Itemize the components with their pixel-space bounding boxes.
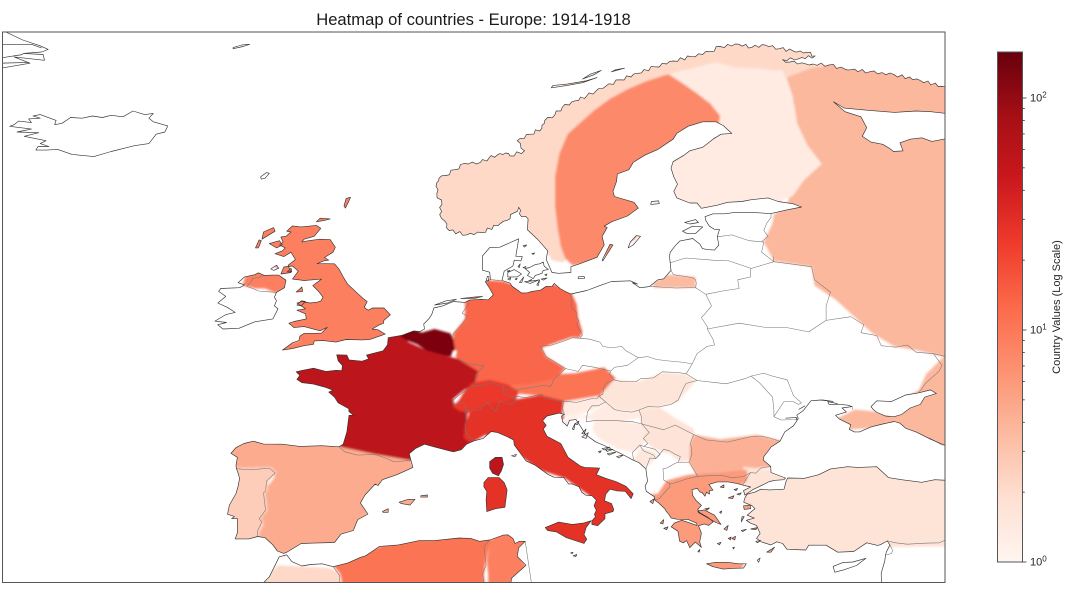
svg-text:Heatmap of countries - Europe:: Heatmap of countries - Europe: 1914-1918 [316,10,631,29]
svg-text:Country Values (Log Scale): Country Values (Log Scale) [1051,240,1063,374]
